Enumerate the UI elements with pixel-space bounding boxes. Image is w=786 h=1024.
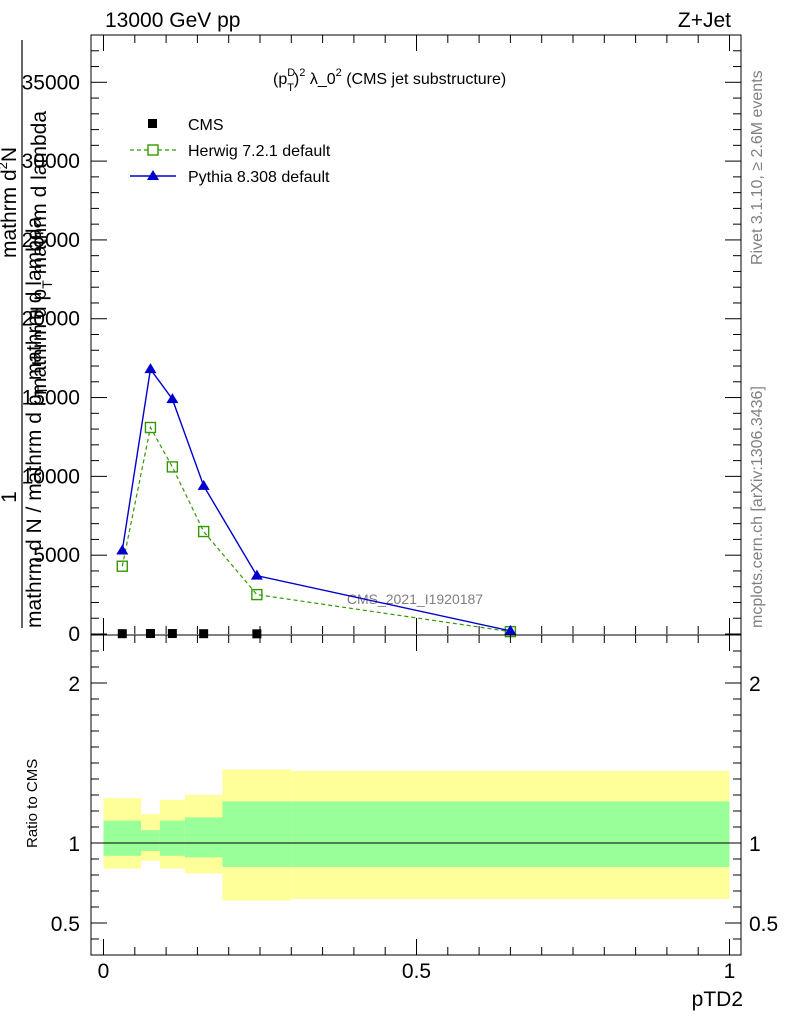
legend-label-herwig: Herwig 7.2.1 default <box>188 143 331 160</box>
legend: CMS Herwig 7.2.1 default Pythia 8.308 de… <box>130 117 331 186</box>
series-line-2 <box>121 367 511 632</box>
main-y-tick-label: 35000 <box>22 71 80 94</box>
ratio-y-tick-label: 0.5 <box>51 913 80 936</box>
main-y-tick-label: 5000 <box>33 544 80 567</box>
ratio-band-green <box>184 817 223 858</box>
cms-data-point <box>252 629 262 639</box>
herwig-point <box>144 421 157 434</box>
ratio-band-green <box>103 820 142 856</box>
ratio-ticks <box>91 635 741 955</box>
legend-label-cms: CMS <box>188 117 224 134</box>
legend-label-pythia: Pythia 8.308 default <box>188 169 330 186</box>
ratio-y-tick-label-right: 2 <box>749 673 761 696</box>
pythia-point <box>144 363 157 374</box>
pythia-point <box>166 393 179 404</box>
main-y-tick-label: 20000 <box>22 308 80 331</box>
ratio-y-tick-label-right: 1 <box>749 833 761 856</box>
ratio-y-tick-label: 1 <box>68 833 80 856</box>
x-tick-label: 0 <box>98 960 110 983</box>
pythia-point <box>116 544 129 555</box>
main-y-tick-label: 25000 <box>22 229 80 252</box>
y-label-line-2: mathrm d2N <box>0 147 21 258</box>
y-label-line-1: mathrm d N / mathrm d pT mathrm d lambda <box>23 216 50 628</box>
legend-marker-pythia <box>147 170 159 180</box>
pythia-point <box>197 479 210 490</box>
x-tick-label: 0.5 <box>402 960 431 983</box>
cms-data-point <box>167 629 177 639</box>
pythia-point <box>504 624 517 635</box>
plot-title: (pD T)2 λ_02 (CMS jet substructure) <box>273 67 506 94</box>
herwig-point <box>197 525 210 538</box>
pythia-point <box>250 569 263 580</box>
main-y-axis-label: 1 mathrm d N / mathrm d pT mathrm d lamb… <box>0 40 55 628</box>
main-y-tick-label: 10000 <box>22 465 80 488</box>
main-y-tick-label: 15000 <box>22 387 80 410</box>
y-label-line-3: mathrm d pT mathrm d lambda <box>28 111 55 395</box>
herwig-point <box>166 461 179 473</box>
cms-data-point <box>145 629 155 639</box>
analysis-watermark: CMS_2021_I1920187 <box>347 591 483 607</box>
main-series <box>116 363 517 639</box>
rivet-version-text: Rivet 3.1.10, ≥ 2.6M events <box>749 70 766 265</box>
ratio-band-green <box>291 801 730 867</box>
x-axis-label: pTD2 <box>692 988 743 1011</box>
legend-marker-herwig <box>147 144 159 156</box>
ratio-tick-labels: 0.5 0.5 1 1 2 2 0 0.5 1 <box>51 673 778 983</box>
main-y-tick-labels: 0 5000 10000 15000 20000 25000 30000 35000 <box>22 71 80 646</box>
herwig-point <box>116 560 128 572</box>
main-ticks <box>91 34 741 635</box>
ratio-y-tick-label-right: 0.5 <box>749 913 778 936</box>
cms-data-point <box>199 629 209 639</box>
herwig-point <box>251 588 263 601</box>
y-label-fraction-one: 1 <box>0 491 21 503</box>
mcplots-credit-text: mcplots.cern.ch [arXiv:1306.3436] <box>749 386 766 628</box>
ratio-y-axis-label: Ratio to CMS <box>24 759 41 848</box>
main-y-tick-label: 30000 <box>22 150 80 173</box>
ratio-y-tick-label: 2 <box>68 673 80 696</box>
header-energy: 13000 GeV pp <box>105 9 240 32</box>
legend-marker-cms <box>148 119 157 128</box>
ratio-plot: 0.5 0.5 1 1 2 2 0 0.5 1 Ratio to CMS pTD2 <box>24 634 778 1011</box>
ratio-frame <box>90 634 742 956</box>
header-process: Z+Jet <box>678 9 731 32</box>
ratio-band-green <box>222 801 292 867</box>
ratio-band-green <box>141 830 160 851</box>
x-tick-label: 1 <box>724 960 736 983</box>
ratio-band-green <box>159 820 185 856</box>
cms-data-point <box>117 629 127 639</box>
main-plot: 0 5000 10000 15000 20000 25000 30000 35000 CMS_… <box>0 34 742 646</box>
main-y-tick-label: 0 <box>68 623 80 646</box>
ratio-bands <box>103 769 730 901</box>
